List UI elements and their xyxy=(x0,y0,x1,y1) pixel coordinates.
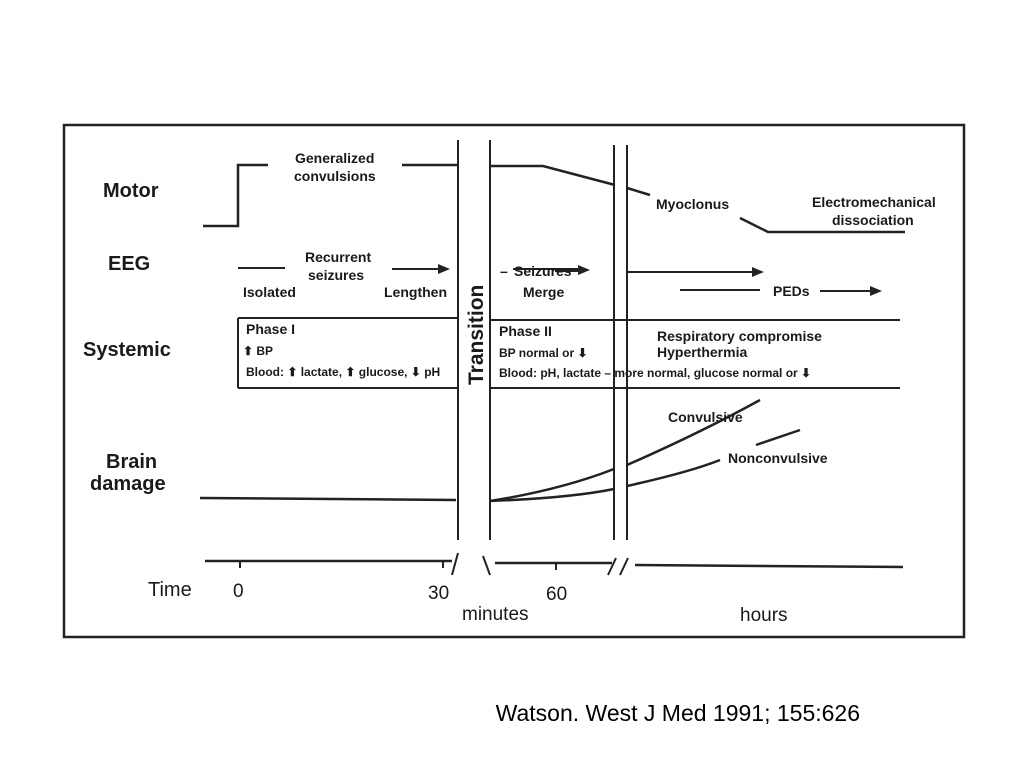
eeg-label-seizures-2: – xyxy=(500,263,508,279)
eeg-arrowhead-1 xyxy=(438,264,450,274)
row-label-systemic: Systemic xyxy=(83,339,171,361)
brain-nonconvulsive-curve-c xyxy=(755,428,801,447)
eeg-label-merge: Merge xyxy=(523,284,564,300)
time-axis-segment-3 xyxy=(634,563,904,569)
eeg-arrowhead-2 xyxy=(578,265,590,275)
motor-trace-phase2 xyxy=(490,164,616,187)
unit-minutes: minutes xyxy=(462,604,529,625)
brain-convulsive-curve-b xyxy=(626,398,761,467)
brain-baseline xyxy=(199,496,457,502)
systemic-hyperthermia: Hyperthermia xyxy=(657,344,747,360)
citation: Watson. West J Med 1991; 155:626 xyxy=(495,700,860,726)
motor-trace-late-b xyxy=(739,216,905,234)
motor-label-myoclonus: Myoclonus xyxy=(656,196,729,212)
eeg-label-seizures-merge-top: Seizures xyxy=(514,263,572,279)
motor-label-convulsions: convulsions xyxy=(294,168,376,184)
motor-label-electromechanical: Electromechanical xyxy=(812,194,936,210)
row-label-motor: Motor xyxy=(103,180,159,202)
motor-trace-onset xyxy=(203,163,268,228)
axis-break-2b xyxy=(619,557,629,576)
systemic-phase1: Phase I xyxy=(246,321,295,337)
tick-label-30: 30 xyxy=(428,583,449,604)
axis-break-1b xyxy=(482,555,491,576)
row-label-brain: Brain xyxy=(106,451,157,473)
diagram-frame xyxy=(62,123,966,639)
eeg-label-peds: PEDs xyxy=(773,283,810,299)
eeg-label-isolated: Isolated xyxy=(243,284,296,300)
brain-convulsive-curve-a xyxy=(489,467,615,503)
row-label-damage: damage xyxy=(90,473,166,495)
eeg-arrowhead-4 xyxy=(870,286,882,296)
brain-label-convulsive: Convulsive xyxy=(668,409,743,425)
eeg-label-recurrent: Recurrent xyxy=(305,249,371,265)
systemic-phase2-blood: Blood: pH, lactate – more normal, glucos… xyxy=(499,366,811,380)
eeg-label-lengthen: Lengthen xyxy=(384,284,447,300)
motor-label-dissociation: dissociation xyxy=(832,212,914,228)
motor-label-generalized: Generalized xyxy=(295,150,374,166)
eeg-label-seizures: seizures xyxy=(308,267,364,283)
axis-break-2a xyxy=(607,557,617,576)
systemic-phase1-bp: ⬆ BP xyxy=(243,344,273,358)
tick-label-0: 0 xyxy=(233,581,244,602)
axis-break-1a xyxy=(451,552,459,576)
brain-label-nonconvulsive: Nonconvulsive xyxy=(728,450,828,466)
tick-label-60: 60 xyxy=(546,584,567,605)
unit-hours: hours xyxy=(740,605,788,626)
systemic-phase2: Phase II xyxy=(499,323,552,339)
row-label-time: Time xyxy=(148,579,192,601)
row-label-eeg: EEG xyxy=(108,253,150,275)
transition-label: Transition xyxy=(465,285,488,385)
systemic-respiratory: Respiratory compromise xyxy=(657,328,822,344)
brain-nonconvulsive-curve-b xyxy=(626,458,721,488)
eeg-arrowhead-3 xyxy=(752,267,764,277)
brain-nonconvulsive-curve-a xyxy=(489,487,615,503)
motor-trace-late-a xyxy=(626,186,651,197)
systemic-phase1-blood: Blood: ⬆ lactate, ⬆ glucose, ⬇ pH xyxy=(246,365,440,379)
systemic-phase2-bp: BP normal or ⬇ xyxy=(499,346,588,360)
